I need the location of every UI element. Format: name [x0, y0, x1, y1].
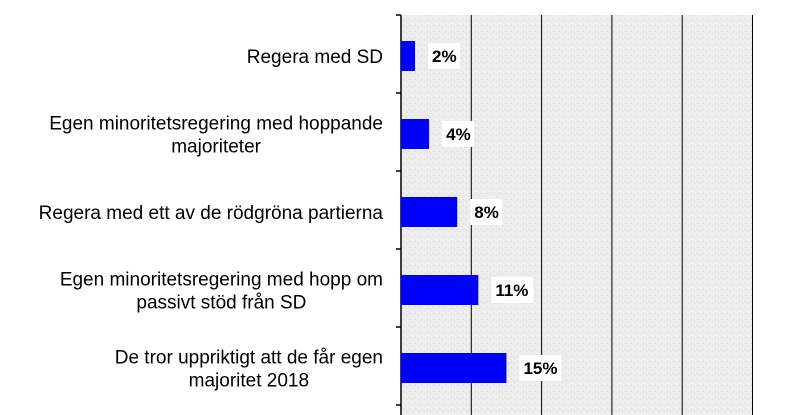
data-label-bg-2 [442, 121, 475, 147]
category-label-line: De tror uppriktigt att de får egen [115, 348, 383, 369]
category-label-line: Egen minoritetsregering med hopp om [60, 270, 383, 291]
data-label-bg-5 [519, 355, 562, 381]
category-axis [396, 14, 402, 415]
data-label-3: 8% [474, 203, 499, 222]
labels: 2% Regera med SD 4% Egen minoritetsregering… [39, 43, 562, 392]
data-label-bg-3 [470, 199, 503, 225]
data-label-bg-4 [491, 277, 534, 303]
data-label-bg-1 [428, 43, 461, 69]
data-label-5: 15% [523, 359, 557, 378]
bar-4 [401, 275, 479, 305]
category-label-1: Regera med SD [247, 47, 383, 68]
category-label-3: Regera med ett av de rödgröna partierna [39, 203, 384, 224]
data-label-1: 2% [432, 47, 457, 66]
category-label-line: passivt stöd från SD [136, 293, 306, 314]
bar-3 [401, 197, 458, 227]
category-label-line: majoriteter [171, 137, 261, 158]
bars [401, 41, 507, 383]
category-label-line: Regera med ett av de rödgröna partierna [39, 203, 384, 224]
bar-1 [401, 41, 416, 71]
data-label-2: 4% [446, 125, 471, 144]
plot-area [401, 15, 753, 415]
category-label-5: De tror uppriktigt att de får egen majori… [115, 348, 383, 392]
category-label-line: Egen minoritetsregering med hoppande [49, 114, 383, 135]
category-label-line: Regera med SD [247, 47, 383, 68]
category-label-4: Egen minoritetsregering med hopp om passi… [60, 270, 383, 314]
data-label-4: 11% [495, 281, 528, 300]
bar-2 [401, 119, 430, 149]
category-label-line: majoritet 2018 [189, 371, 309, 392]
bar-5 [401, 353, 507, 383]
category-label-2: Egen minoritetsregering med hoppande majo… [49, 114, 383, 158]
gridlines [470, 15, 753, 415]
